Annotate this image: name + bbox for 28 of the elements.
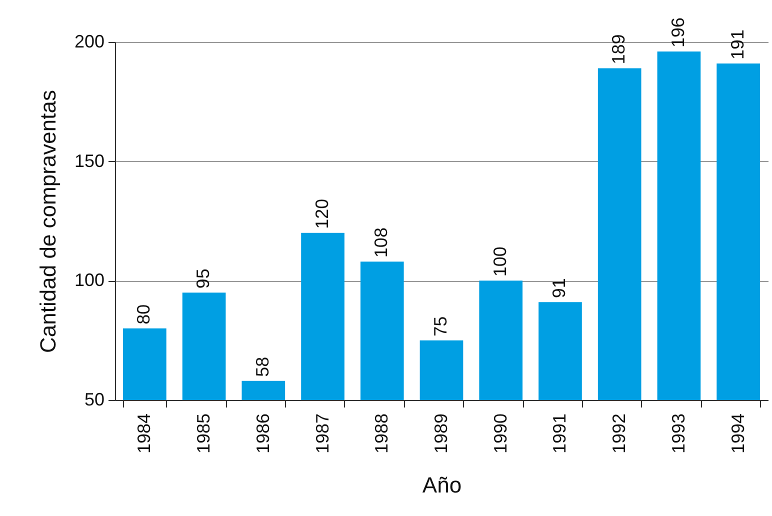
x-tick-label: 1989	[431, 414, 451, 454]
data-label: 189	[608, 34, 629, 64]
data-label: 120	[312, 198, 332, 229]
x-tick-label: 1993	[668, 414, 688, 454]
y-tick-label: 150	[74, 150, 104, 171]
x-axis-title: Año	[422, 472, 462, 498]
x-tick-label: 1987	[312, 414, 332, 454]
y-tick-label: 200	[74, 32, 104, 52]
data-label: 80	[134, 304, 154, 324]
x-tick-label: 1988	[372, 414, 392, 454]
data-label: 100	[490, 246, 510, 277]
data-label: 191	[727, 29, 748, 60]
x-tick-label: 1986	[252, 414, 273, 454]
data-label: 91	[549, 278, 570, 298]
data-label: 58	[252, 356, 272, 377]
data-label: 75	[430, 316, 450, 336]
y-axis-title: Cantidad de compraventas	[35, 90, 60, 353]
x-tick-label: 1994	[728, 414, 748, 454]
y-tick-label: 50	[84, 390, 104, 410]
x-tick-label: 1985	[194, 414, 214, 454]
data-label: 108	[371, 228, 392, 258]
x-tick-label: 1990	[490, 414, 510, 454]
data-label: 196	[668, 18, 688, 48]
x-tick-label: 1992	[609, 414, 630, 454]
x-tick-label: 1984	[134, 414, 154, 454]
x-tick-label: 1991	[550, 414, 570, 454]
data-label: 95	[193, 268, 214, 289]
y-tick-label: 100	[74, 270, 104, 290]
